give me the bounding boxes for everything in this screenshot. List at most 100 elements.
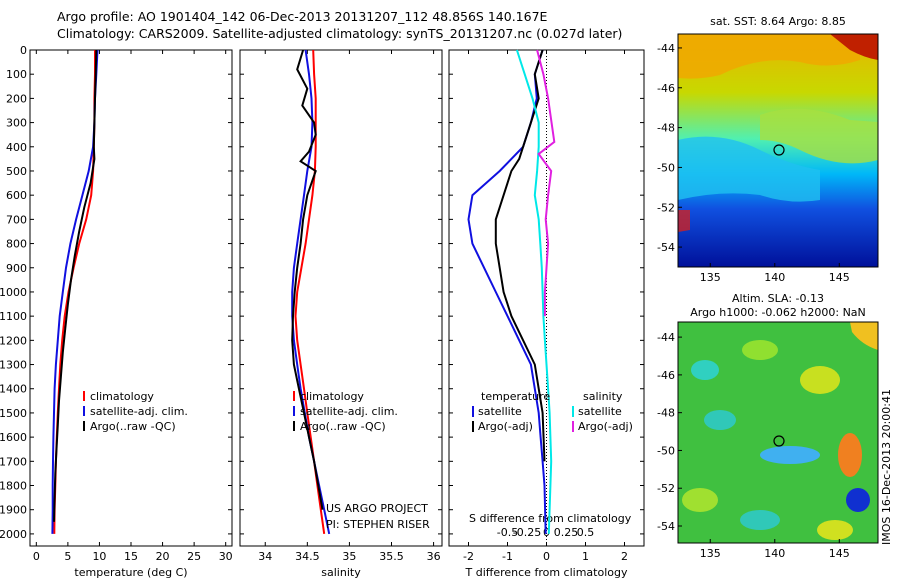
- sla-blob: [760, 446, 820, 464]
- map-x-tick-label: 135: [700, 547, 721, 560]
- y-tick-label: 1500: [0, 407, 27, 420]
- sla-blob: [846, 488, 870, 512]
- map-y-tick-label: -46: [657, 369, 675, 382]
- sst-argo-marker: [773, 144, 785, 156]
- x-tick-label: 34.5: [295, 550, 320, 563]
- map-x-tick-label: 135: [700, 271, 721, 284]
- sla-blob: [742, 340, 778, 360]
- y-tick-label: 1900: [0, 504, 27, 517]
- salinity-panel: 34 34.5 35 35.5 36 salinity climatology satelli…: [239, 49, 443, 579]
- x-tick-label: 0: [543, 550, 550, 563]
- map-y-tick-label: -52: [657, 201, 675, 214]
- legend-entry: climatology: [90, 390, 154, 403]
- sst-land-region: [830, 34, 878, 60]
- x-tick-label: 30: [219, 550, 233, 563]
- x-tick-label: 35: [342, 550, 356, 563]
- sla-blob: [800, 366, 840, 394]
- series-line-temperature-argo-adj-: [494, 49, 546, 462]
- y-tick-label: 1600: [0, 431, 27, 444]
- x-tick-label: 2: [621, 550, 628, 563]
- legend-title-temperature: temperature: [481, 390, 550, 403]
- map-y-tick-label: -44: [657, 331, 675, 344]
- temperature-plot-frame: [29, 49, 233, 547]
- x-tick-label: 34: [258, 550, 272, 563]
- sla-blob: [682, 488, 718, 512]
- map-y-tick-label: -46: [657, 82, 675, 95]
- y-tick-label: 1700: [0, 455, 27, 468]
- legend-title-salinity: salinity: [583, 390, 623, 403]
- y-tick-label: 400: [6, 141, 27, 154]
- header-line-2: Climatology: CARS2009. Satellite-adjuste…: [57, 26, 623, 41]
- top-x-tick-label: 0.5: [577, 526, 595, 539]
- y-tick-label: 1300: [0, 359, 27, 372]
- y-tick-label: 600: [6, 189, 27, 202]
- y-tick-label: 800: [6, 238, 27, 251]
- difference-panel: -2 -1 0 1 2 T difference from climatology -0.5…: [448, 49, 645, 579]
- sla-map: Altim. SLA: -0.13 Argo h1000: -0.062 h20…: [657, 292, 879, 560]
- y-tick-label: 1200: [0, 334, 27, 347]
- pi-credit: PI: STEPHEN RISER: [326, 518, 430, 531]
- y-tick-label: 200: [6, 92, 27, 105]
- map-y-tick-label: -52: [657, 482, 675, 495]
- legend-entry: Argo(-adj): [478, 420, 533, 433]
- legend-entry: climatology: [300, 390, 364, 403]
- series-line-salinity-satellite: [515, 49, 553, 534]
- top-x-tick-label: -0.25: [513, 526, 541, 539]
- legend-entry: Argo(..raw -QC): [90, 420, 176, 433]
- sla-map-subtitle: Argo h1000: -0.062 h2000: NaN: [690, 306, 866, 319]
- salinity-x-axis-label: salinity: [321, 566, 361, 579]
- series-line-argo-raw-qc-: [53, 49, 98, 522]
- map-x-tick-label: 140: [764, 547, 785, 560]
- sla-map-frame: [677, 321, 879, 544]
- x-tick-label: 5: [64, 550, 71, 563]
- x-tick-label: 15: [124, 550, 138, 563]
- x-tick-label: 25: [187, 550, 201, 563]
- y-tick-label: 500: [6, 165, 27, 178]
- y-tick-label: 1100: [0, 310, 27, 323]
- y-tick-label: 1800: [0, 480, 27, 493]
- series-line-salinity-argo-adj-: [536, 49, 556, 317]
- difference-plot-frame: [448, 49, 645, 547]
- sst-map: sat. SST: 8.64 Argo: 8.85 135 140 145 -44 -4…: [657, 15, 879, 284]
- x-tick-label: 10: [92, 550, 106, 563]
- sst-cool-band: [678, 136, 820, 202]
- top-x-tick-label: 0.25: [554, 526, 579, 539]
- map-y-tick-label: -54: [657, 241, 675, 254]
- map-x-tick-label: 145: [829, 547, 850, 560]
- difference-x-axis-label: T difference from climatology: [465, 566, 628, 579]
- y-tick-label: 900: [6, 262, 27, 275]
- x-tick-label: -2: [463, 550, 474, 563]
- sst-coast-patch: [678, 210, 690, 232]
- timestamp-stamp: IMOS 16-Dec-2013 20:00:41: [880, 389, 893, 545]
- map-y-tick-label: -48: [657, 407, 675, 420]
- x-tick-label: 35.5: [379, 550, 404, 563]
- map-y-tick-label: -44: [657, 42, 675, 55]
- map-y-tick-label: -54: [657, 520, 675, 533]
- y-tick-label: 100: [6, 68, 27, 81]
- x-tick-label: 20: [156, 550, 170, 563]
- sst-map-frame: [677, 33, 879, 268]
- temperature-panel: 0 5 10 15 20 25 30 temperature (deg C) 0 100 200 30…: [0, 44, 233, 579]
- legend-entry: Argo(..raw -QC): [300, 420, 386, 433]
- sla-blob: [817, 520, 853, 540]
- map-x-tick-label: 145: [829, 271, 850, 284]
- x-tick-label: 36: [427, 550, 441, 563]
- y-tick-label: 300: [6, 117, 27, 130]
- series-line-argo-raw-qc-: [291, 49, 324, 510]
- sla-blob: [838, 433, 862, 477]
- sla-argo-marker: [773, 435, 785, 447]
- map-y-tick-label: -50: [657, 161, 675, 174]
- sst-warm-band: [678, 34, 860, 79]
- sla-blob: [704, 410, 736, 430]
- x-tick-label: 0: [33, 550, 40, 563]
- map-y-tick-label: -48: [657, 122, 675, 135]
- sla-blob: [691, 360, 719, 380]
- map-y-tick-label: -50: [657, 444, 675, 457]
- y-tick-label: 2000: [0, 528, 27, 541]
- map-x-tick-label: 140: [764, 271, 785, 284]
- y-tick-label: 700: [6, 213, 27, 226]
- temperature-x-axis-label: temperature (deg C): [74, 566, 187, 579]
- sst-mid-band: [760, 108, 878, 164]
- sla-blob: [740, 510, 780, 530]
